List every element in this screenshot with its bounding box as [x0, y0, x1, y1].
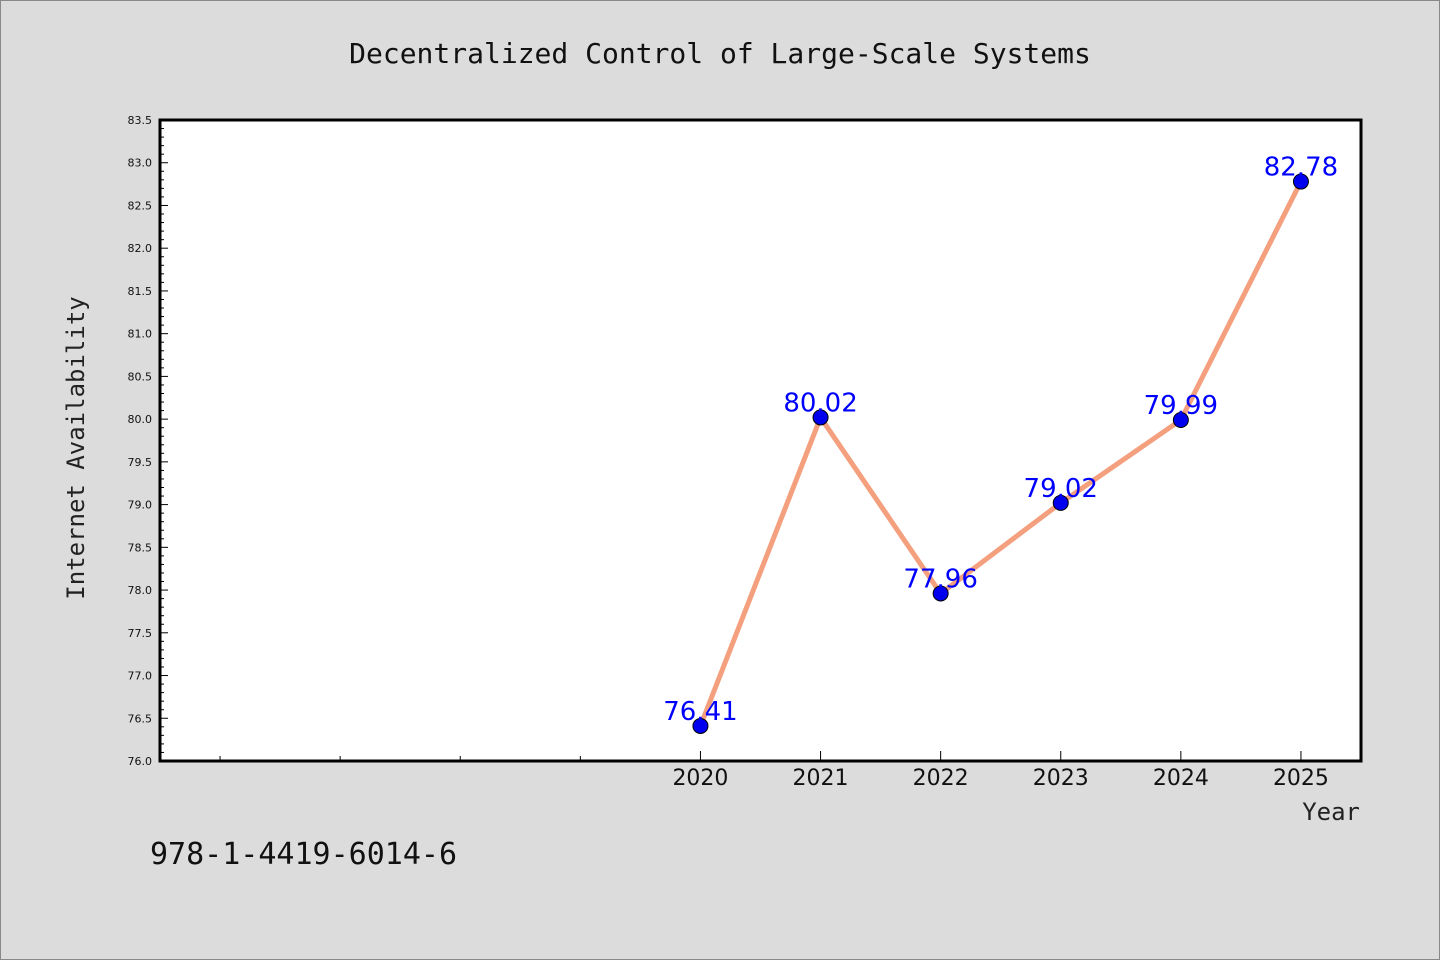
chart-title: Decentralized Control of Large-Scale Sys…	[349, 37, 1091, 70]
x-tick-label: 2022	[913, 766, 969, 791]
data-label: 76.41	[663, 697, 737, 727]
y-axis-label: Internet Availability	[62, 296, 90, 599]
y-tick-label: 79.5	[128, 456, 153, 469]
y-tick-label: 82.5	[128, 199, 153, 212]
x-tick-label: 2021	[793, 766, 849, 791]
x-axis: 2020 2021 2022 2023 2024 2025	[219, 751, 1329, 791]
y-tick-label: 77.5	[128, 627, 153, 640]
x-tick-label: 2025	[1273, 766, 1329, 791]
y-tick-label: 76.5	[128, 712, 153, 725]
data-point	[1292, 173, 1309, 190]
y-tick-label: 82.0	[128, 242, 153, 255]
x-tick-label: 2024	[1153, 766, 1209, 791]
y-tick-label: 83.5	[128, 114, 153, 127]
series-line	[697, 179, 1304, 729]
isbn-text: 978-1-4419-6014-6	[150, 837, 457, 872]
data-label: 79.99	[1144, 391, 1218, 421]
y-tick-label: 81.5	[128, 285, 153, 298]
y-tick-label: 78.5	[128, 541, 153, 554]
y-tick-label: 79.0	[128, 499, 153, 512]
data-point	[1172, 411, 1189, 428]
y-tick-label: 83.0	[128, 157, 153, 170]
y-tick-label: 81.0	[128, 328, 153, 341]
plot-area	[158, 118, 1363, 763]
data-labels: 76.41 80.02 77.96 79.02 79.99 82.78	[663, 153, 1338, 727]
y-tick-label: 77.0	[128, 670, 153, 683]
x-tick-label: 2023	[1033, 766, 1089, 791]
y-axis: 76.0 76.5 77.0 77.5 78.0 78.5 79.0 79.5 80.0 80.5…	[128, 114, 168, 768]
y-tick-label: 80.5	[128, 370, 153, 383]
x-tick-label: 2020	[672, 766, 728, 791]
data-label: 80.02	[783, 388, 857, 418]
data-point	[1052, 494, 1069, 511]
series-layer	[692, 173, 1309, 734]
x-axis-label: Year	[1302, 798, 1360, 826]
data-label: 82.78	[1264, 153, 1338, 183]
y-tick-label: 78.0	[128, 584, 153, 597]
data-point	[932, 585, 949, 602]
data-point	[692, 717, 709, 734]
data-label: 77.96	[903, 564, 977, 594]
y-tick-label: 76.0	[128, 755, 153, 768]
data-label: 79.02	[1024, 474, 1098, 504]
data-point	[812, 409, 829, 426]
y-tick-label: 80.0	[128, 413, 153, 426]
